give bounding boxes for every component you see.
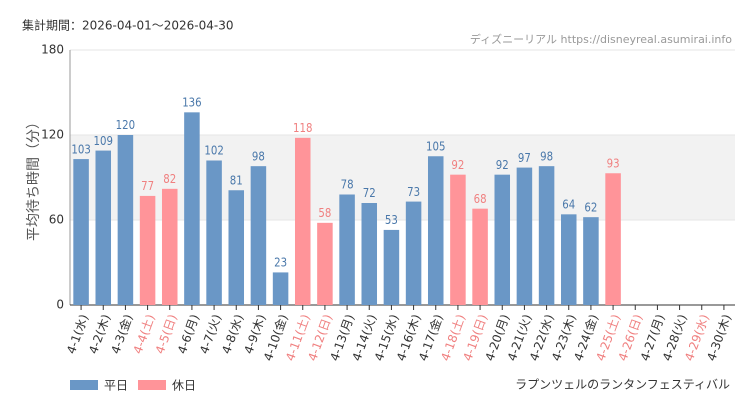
bar — [95, 150, 112, 305]
value-label: 102 — [204, 144, 223, 158]
bar — [228, 190, 245, 305]
bar — [405, 201, 422, 305]
bar — [560, 214, 577, 305]
bar — [272, 272, 289, 305]
bar — [605, 173, 621, 305]
value-label: 82 — [163, 172, 176, 186]
value-label: 68 — [474, 192, 487, 206]
legend-swatch — [138, 380, 166, 390]
bar — [250, 166, 267, 305]
value-label: 109 — [94, 134, 113, 148]
bar — [450, 174, 466, 305]
bar — [361, 203, 378, 305]
value-label: 98 — [252, 150, 265, 164]
value-label: 72 — [363, 186, 376, 200]
value-label: 53 — [385, 213, 398, 227]
value-label: 62 — [584, 201, 597, 215]
y-tick-label: 120 — [41, 128, 64, 142]
legend-label: 平日 — [104, 379, 128, 393]
bar — [73, 159, 89, 305]
bar — [184, 112, 200, 305]
value-label: 92 — [451, 158, 464, 172]
value-label: 58 — [318, 206, 331, 220]
bar — [516, 167, 533, 305]
y-axis-label: 平均待ち時間（分） — [26, 115, 42, 241]
subtitle: 集計期間：2026-04-01〜2026-04-30 — [22, 18, 233, 33]
bar — [583, 217, 599, 305]
bar — [117, 135, 134, 305]
bar — [161, 188, 178, 305]
bar — [383, 229, 400, 305]
grid-band — [70, 135, 735, 220]
value-label: 120 — [116, 118, 135, 132]
value-label: 136 — [182, 96, 201, 110]
value-label: 78 — [341, 178, 354, 192]
bar — [494, 174, 511, 305]
value-label: 118 — [293, 121, 312, 135]
bar — [427, 156, 444, 305]
value-label: 81 — [230, 174, 243, 188]
value-label: 23 — [274, 256, 287, 270]
bar — [206, 160, 222, 305]
bar — [538, 166, 555, 305]
legend-swatch — [70, 380, 98, 390]
legend-label: 休日 — [172, 379, 196, 393]
value-label: 73 — [407, 185, 420, 199]
footnote: ラプンツェルのランタンフェスティバル — [515, 378, 730, 392]
bar — [339, 194, 355, 305]
bar — [294, 137, 311, 305]
source: ディズニーリアル https://disneyreal.asumirai.inf… — [470, 32, 732, 46]
bar — [472, 208, 488, 305]
y-tick-label: 180 — [41, 43, 64, 57]
y-tick-label: 60 — [49, 213, 64, 227]
y-tick-label: 0 — [56, 298, 64, 312]
value-label: 98 — [540, 150, 553, 164]
value-label: 97 — [518, 151, 531, 165]
value-label: 103 — [71, 143, 90, 157]
value-label: 105 — [426, 140, 445, 154]
value-label: 93 — [607, 157, 620, 171]
value-label: 92 — [496, 158, 509, 172]
bar — [317, 222, 333, 305]
value-label: 77 — [141, 179, 154, 193]
value-label: 64 — [562, 198, 575, 212]
bar — [139, 195, 156, 305]
